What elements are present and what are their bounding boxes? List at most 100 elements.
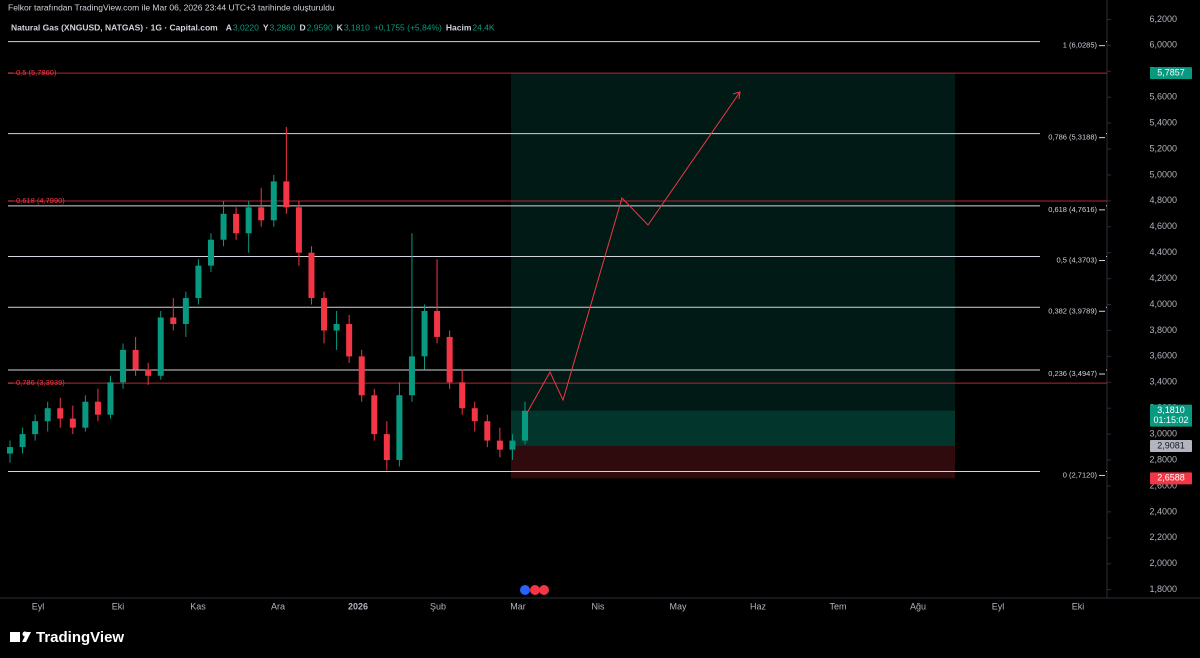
candle-body <box>170 317 177 324</box>
candle-body <box>182 298 189 324</box>
candle-body <box>471 408 478 422</box>
candle-body <box>69 418 76 428</box>
legend-text: Hacim <box>446 22 472 32</box>
y-tick-label: 4,8000 <box>1149 195 1177 205</box>
legend-text: D <box>300 22 306 32</box>
fib-label: 1 (6,0285) <box>1063 41 1098 50</box>
stop-price-label: 2,6588 <box>1157 473 1185 483</box>
candle-body <box>220 213 227 240</box>
brand: TradingView <box>36 629 124 646</box>
candle-body <box>308 252 315 299</box>
candle-body <box>120 349 127 383</box>
fib-label: 0,618 (4,7616) <box>1048 205 1097 214</box>
stop-zone <box>511 446 955 479</box>
candle-body <box>258 207 265 221</box>
candle-body <box>57 408 64 419</box>
x-tick-label: Eyl <box>32 601 45 611</box>
candle-body <box>157 317 164 376</box>
current-price-label: 3,1810 <box>1157 405 1185 415</box>
y-tick-label: 4,2000 <box>1149 273 1177 283</box>
candle-body <box>509 440 516 450</box>
axes: 1,8000 2,0000 2,2000 2,4000 2,6000 2,8000 3,00… <box>32 14 1192 611</box>
candles <box>7 126 528 471</box>
candle-body <box>295 207 302 253</box>
legend-text: 24,4K <box>472 22 495 32</box>
y-tick-label: 1,8000 <box>1149 584 1177 594</box>
y-tick-label: 6,0000 <box>1149 40 1177 50</box>
candle-body <box>522 410 528 441</box>
candle-body <box>94 401 101 415</box>
candle-body <box>346 323 353 357</box>
candle-body <box>145 369 152 376</box>
position-tool <box>511 73 955 479</box>
candle-body <box>421 311 428 357</box>
x-tick-label: Ağu <box>910 601 926 611</box>
candle-body <box>233 213 240 234</box>
target-zone <box>511 73 955 447</box>
stop-price-badge <box>1150 472 1192 485</box>
candle-body <box>446 336 453 383</box>
y-tick-label: 6,2000 <box>1149 14 1177 24</box>
candle-body <box>245 207 252 234</box>
fib-label-bg <box>1040 465 1106 478</box>
x-tick-label: Mar <box>510 601 526 611</box>
tv-logo <box>10 631 31 642</box>
y-tick-label: 2,4000 <box>1149 506 1177 516</box>
candle-body <box>321 298 328 331</box>
legend-text: 3,2860 <box>270 22 296 32</box>
candle-body <box>396 395 403 461</box>
y-tick-label: 3,6000 <box>1149 351 1177 361</box>
fib-label: 0,5 (4,3703) <box>1057 256 1098 265</box>
x-tick-label: Eki <box>1072 601 1085 611</box>
y-tick-label: 3,8000 <box>1149 325 1177 335</box>
fib-label-bg <box>1040 250 1106 263</box>
open-profit-zone <box>511 410 955 447</box>
candle-body <box>195 265 202 299</box>
fib-label-bg <box>1040 35 1106 48</box>
candle-body <box>132 349 139 370</box>
candle-body <box>7 447 13 454</box>
candle-body <box>270 181 277 221</box>
candle-body <box>333 323 340 331</box>
fib-label: 0,236 (3,4947) <box>1048 369 1097 378</box>
legend-text: A <box>226 22 232 32</box>
x-tick-label: Kas <box>190 601 206 611</box>
x-tick-label: Eki <box>112 601 125 611</box>
target-price-badge <box>1150 67 1192 80</box>
levels: 1 (6,0285) 0,786 (5,3188) 0,618 (4,7616) 0,… <box>8 35 1107 479</box>
legend-text: +0,1755 (+5,84%) <box>374 22 442 32</box>
legend-text: 3,1810 <box>344 22 370 32</box>
red-level-label: 0,5 (5,7860) <box>16 68 57 77</box>
y-tick-label: 5,6000 <box>1149 92 1177 102</box>
fib-label-bg <box>1040 301 1106 314</box>
candle-body <box>358 356 365 396</box>
y-tick-label: 5,0000 <box>1149 169 1177 179</box>
y-tick-label: 2,6000 <box>1149 480 1177 490</box>
red-level-label: 0,786 (3,3939) <box>16 378 65 387</box>
x-tick-label: Ara <box>271 601 285 611</box>
candle-body <box>207 239 214 266</box>
fib-label-bg <box>1040 364 1106 377</box>
candle-body <box>82 401 89 428</box>
x-tick-label: May <box>669 601 687 611</box>
event-icons <box>520 585 549 595</box>
x-tick-label: Şub <box>430 601 446 611</box>
y-tick-label: 3,0000 <box>1149 429 1177 439</box>
x-tick-label: Haz <box>750 601 767 611</box>
fib-label: 0,786 (5,3188) <box>1048 133 1097 142</box>
candle-body <box>408 356 415 396</box>
candle-body <box>44 408 51 422</box>
candle-body <box>107 382 114 415</box>
screenshot-caption: Felkor tarafından TradingView.com ile Ma… <box>8 2 335 12</box>
candle-body <box>459 382 466 409</box>
projection-arrow <box>526 91 741 414</box>
fib-label-bg <box>1040 199 1106 212</box>
y-tick-label: 4,6000 <box>1149 221 1177 231</box>
current-price-badge <box>1150 404 1192 427</box>
x-tick-label: Nis <box>592 601 605 611</box>
symbol-title: Natural Gas (XNGUSD, NATGAS) · 1G · Capi… <box>11 22 218 32</box>
candle-body <box>283 181 290 208</box>
y-tick-label: 5,2000 <box>1149 143 1177 153</box>
